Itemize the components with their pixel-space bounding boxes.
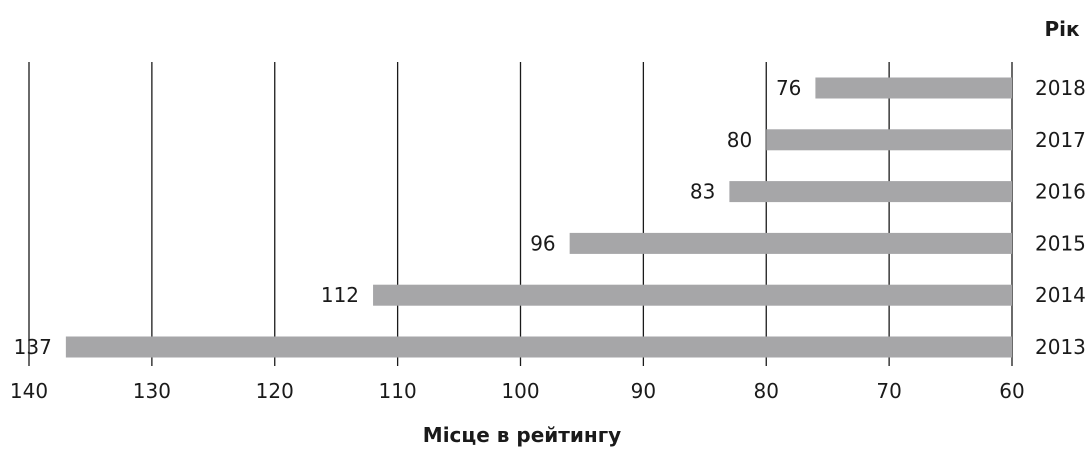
bar-value-label-2016: 83 [690,180,715,204]
x-tick-label-140: 140 [10,379,48,403]
bar-value-label-2014: 112 [321,283,359,307]
bar-2016 [729,181,1012,203]
year-label-2017: 2017 [1035,128,1086,152]
year-label-2015: 2015 [1035,231,1086,255]
bar-2018 [815,77,1012,99]
x-tick-label-110: 110 [379,379,417,403]
x-axis-title: Місце в рейтингу [423,423,621,447]
x-tick-label-120: 120 [256,379,294,403]
x-tick-label-60: 60 [999,379,1024,403]
year-label-2016: 2016 [1035,180,1086,204]
bar-labels: 76 80 83 96 112 137 [14,76,802,359]
x-tick-label-100: 100 [501,379,539,403]
bar-value-label-2013: 137 [14,335,52,359]
bar-2017 [766,129,1012,151]
bars [65,77,1013,358]
category-labels: 2018 2017 2016 2015 2014 2013 [1035,76,1086,359]
x-tick-label-80: 80 [754,379,779,403]
x-tick-label-70: 70 [876,379,901,403]
bar-value-label-2018: 76 [776,76,801,100]
bar-value-label-2015: 96 [530,231,555,255]
bar-value-label-2017: 80 [727,128,752,152]
grid [28,62,1013,366]
bar-2013 [65,336,1013,358]
y-axis-title: Рік [1044,17,1080,41]
year-label-2014: 2014 [1035,283,1086,307]
bar-2014 [373,284,1012,306]
year-label-2018: 2018 [1035,76,1086,100]
x-tick-label-130: 130 [133,379,171,403]
x-tick-label-90: 90 [631,379,656,403]
x-tick-labels: 140 130 120 110 100 90 80 70 60 [10,379,1025,403]
year-label-2013: 2013 [1035,335,1086,359]
bar-2015 [569,232,1012,254]
